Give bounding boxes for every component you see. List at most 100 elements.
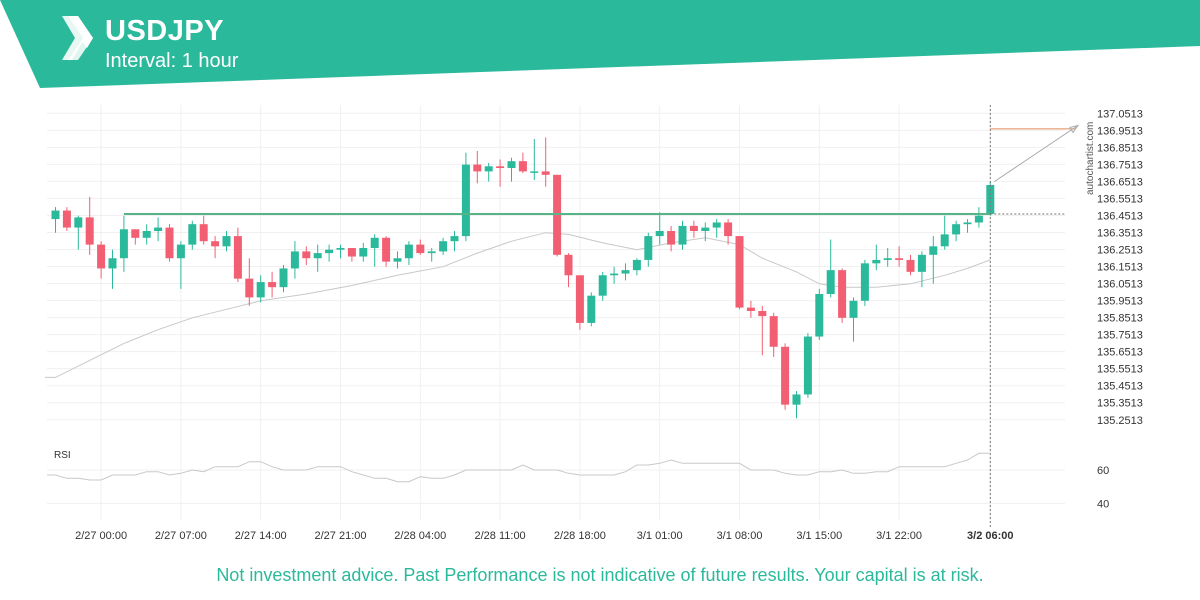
- header-banner: USDJPY Interval: 1 hour: [0, 0, 1200, 90]
- candle-body: [507, 161, 516, 168]
- candle-body: [667, 230, 676, 245]
- candle-body: [97, 244, 106, 269]
- candle-body: [712, 222, 721, 228]
- y-tick-label: 135.5513: [1097, 364, 1143, 376]
- x-tick-label: 3/1 22:00: [876, 530, 922, 542]
- y-tick-label: 135.9513: [1097, 296, 1143, 308]
- candle-body: [781, 346, 790, 405]
- y-tick-label: 136.2513: [1097, 244, 1143, 256]
- y-tick-label: 136.7513: [1097, 159, 1143, 171]
- candle-body: [917, 254, 926, 272]
- y-tick-label: 135.7513: [1097, 330, 1143, 342]
- candle-body: [689, 225, 698, 231]
- interval-label: Interval: 1 hour: [105, 50, 239, 72]
- candle-body: [131, 229, 140, 238]
- candle-body: [176, 244, 185, 259]
- y-tick-label: 136.4513: [1097, 210, 1143, 222]
- candle-body: [62, 210, 71, 228]
- projection-line: [994, 125, 1079, 183]
- candle-body: [735, 236, 744, 308]
- moving-average-layer: [45, 232, 991, 378]
- candle-body: [404, 244, 413, 259]
- y-tick-label: 135.2513: [1097, 415, 1143, 427]
- candle-body: [541, 171, 550, 175]
- x-tick-label: 2/28 11:00: [475, 530, 526, 542]
- candle-body: [575, 275, 584, 323]
- candle-body: [199, 224, 208, 242]
- x-tick-label: 3/1 15:00: [796, 530, 842, 542]
- candle-body: [963, 222, 972, 225]
- candle-body: [632, 259, 641, 271]
- grid: [47, 105, 1065, 520]
- candle-body: [860, 263, 869, 301]
- candle-body: [74, 217, 83, 228]
- rsi-tick-label: 40: [1097, 498, 1109, 510]
- y-tick-label: 135.6513: [1097, 347, 1143, 359]
- candle-body: [655, 230, 664, 237]
- candle-body: [644, 236, 653, 260]
- candle-body: [211, 241, 220, 247]
- candle-body: [872, 259, 881, 264]
- candle-body: [256, 282, 265, 298]
- candle-body: [701, 227, 710, 231]
- y-tick-label: 136.6513: [1097, 176, 1143, 188]
- candle-body: [359, 248, 368, 257]
- candle-body: [188, 224, 197, 245]
- x-tick-label: 3/2 06:00: [967, 530, 1013, 542]
- candle-body: [313, 253, 322, 259]
- candles-layer: [51, 137, 995, 419]
- candle-body: [598, 275, 607, 296]
- candle-body: [245, 278, 254, 298]
- candle-body: [347, 248, 356, 257]
- candle-body: [473, 164, 482, 172]
- candle-body: [233, 236, 242, 279]
- candle-body: [792, 394, 801, 405]
- candle-body: [393, 258, 402, 262]
- candle-body: [883, 258, 892, 260]
- candle-body: [370, 237, 379, 249]
- candle-body: [461, 164, 470, 237]
- candle-body: [325, 249, 334, 254]
- y-tick-label: 136.5513: [1097, 193, 1143, 205]
- candle-body: [895, 258, 904, 260]
- candle-body: [974, 215, 983, 223]
- y-tick-label: 135.3513: [1097, 398, 1143, 410]
- candle-body: [496, 166, 505, 168]
- logo-icon: [62, 16, 93, 60]
- y-tick-label: 136.1513: [1097, 262, 1143, 274]
- candle-body: [803, 336, 812, 395]
- candle-body: [279, 268, 288, 288]
- candle-body: [450, 236, 459, 242]
- candle-body: [290, 251, 299, 269]
- candle-body: [952, 224, 961, 235]
- candle-body: [85, 217, 94, 245]
- candle-body: [108, 258, 117, 269]
- rsi-tick-label: 60: [1097, 465, 1109, 477]
- candle-body: [382, 237, 391, 262]
- candle-body: [222, 236, 231, 247]
- candle-body: [826, 270, 835, 294]
- candle-body: [530, 171, 539, 173]
- rsi-line: [47, 452, 991, 483]
- candle-body: [621, 270, 630, 274]
- x-tick-label: 2/28 18:00: [554, 530, 606, 542]
- candle-body: [564, 254, 573, 276]
- moving-average-line: [45, 232, 991, 378]
- candle-body: [746, 307, 755, 312]
- candle-body: [906, 259, 915, 272]
- candle-body: [142, 230, 151, 238]
- levels-layer: [123, 105, 1080, 528]
- candle-body: [929, 246, 938, 255]
- rsi-label: RSI: [54, 450, 71, 461]
- y-tick-label: 137.0513: [1097, 108, 1143, 120]
- y-tick-label: 136.0513: [1097, 279, 1143, 291]
- candle-body: [302, 251, 311, 259]
- candle-body: [678, 225, 687, 245]
- candle-body: [587, 295, 596, 323]
- y-tick-label: 136.8513: [1097, 142, 1143, 154]
- x-tick-label: 3/1 08:00: [717, 530, 763, 542]
- candle-body: [724, 222, 733, 237]
- candle-body: [484, 166, 493, 172]
- x-tick-label: 2/27 21:00: [315, 530, 367, 542]
